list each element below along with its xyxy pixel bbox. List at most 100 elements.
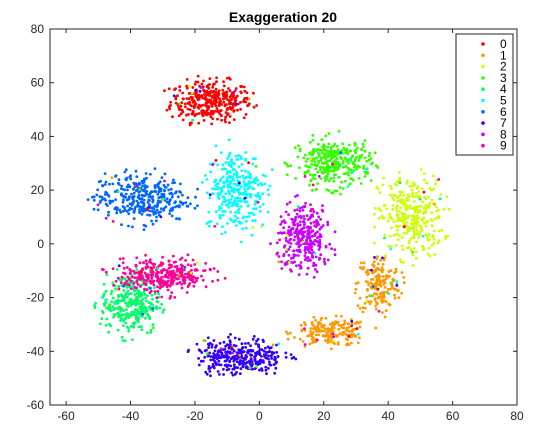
point-9 — [145, 262, 149, 266]
point-9 — [176, 282, 180, 285]
point-9 — [125, 266, 129, 269]
point-8 — [309, 239, 313, 243]
point-8 — [297, 273, 301, 276]
point-outlier — [437, 178, 441, 181]
point-0 — [209, 115, 213, 119]
point-4 — [107, 330, 111, 334]
point-1 — [310, 334, 313, 338]
point-2 — [413, 247, 416, 250]
point-6 — [151, 190, 154, 194]
point-0 — [194, 80, 198, 84]
point-8 — [309, 226, 312, 230]
point-1 — [317, 333, 321, 337]
point-7 — [232, 355, 236, 358]
point-1 — [340, 326, 343, 329]
point-7 — [210, 343, 214, 346]
point-1 — [326, 338, 330, 341]
point-4 — [114, 287, 117, 291]
point-5 — [249, 176, 253, 180]
point-5 — [246, 175, 250, 179]
point-5 — [261, 192, 264, 196]
point-5 — [233, 214, 237, 218]
point-7 — [253, 355, 256, 359]
point-6 — [125, 185, 129, 189]
point-9 — [175, 265, 179, 268]
point-0 — [224, 111, 228, 114]
point-1 — [375, 257, 379, 261]
point-7 — [217, 359, 221, 363]
point-7 — [227, 345, 231, 349]
point-1 — [372, 260, 376, 264]
point-1 — [374, 297, 377, 300]
point-8 — [312, 261, 316, 265]
point-9 — [122, 271, 125, 275]
point-6 — [142, 177, 146, 181]
point-4 — [122, 319, 126, 322]
point-8 — [287, 248, 291, 251]
point-2 — [399, 206, 403, 210]
point-6 — [186, 196, 190, 200]
point-5 — [258, 195, 262, 198]
point-5 — [247, 186, 251, 190]
point-3 — [321, 145, 324, 149]
point-0 — [228, 89, 232, 93]
point-1 — [372, 271, 375, 274]
point-1 — [298, 337, 302, 341]
point-6 — [160, 207, 163, 211]
point-0 — [242, 85, 246, 89]
point-6 — [117, 178, 121, 182]
point-8 — [318, 227, 322, 231]
point-4 — [158, 306, 162, 310]
point-9 — [193, 269, 197, 272]
point-6 — [104, 193, 107, 196]
point-4 — [121, 339, 125, 342]
point-9 — [191, 280, 195, 283]
point-3 — [319, 166, 323, 169]
point-7 — [256, 360, 260, 364]
point-2 — [373, 225, 376, 229]
point-5 — [227, 206, 231, 209]
point-3 — [320, 148, 324, 152]
y-tick-label: 40 — [31, 129, 45, 143]
point-6 — [125, 209, 129, 213]
point-3 — [306, 157, 309, 161]
point-8 — [306, 234, 310, 237]
point-3 — [366, 170, 369, 174]
point-7 — [234, 344, 238, 348]
point-5 — [230, 158, 234, 161]
point-5 — [226, 183, 230, 187]
point-4 — [140, 328, 144, 331]
point-6 — [170, 214, 174, 218]
point-2 — [422, 172, 426, 175]
point-6 — [166, 183, 170, 187]
point-1 — [336, 342, 340, 346]
point-1 — [397, 289, 400, 292]
point-9 — [167, 259, 171, 263]
point-8 — [305, 246, 309, 249]
point-outlier — [256, 200, 260, 204]
point-0 — [232, 118, 236, 121]
point-4 — [131, 338, 134, 341]
point-0 — [209, 100, 212, 103]
point-3 — [335, 157, 339, 161]
point-2 — [396, 199, 400, 203]
point-1 — [322, 326, 325, 329]
point-3 — [332, 176, 336, 180]
point-1 — [384, 309, 388, 313]
point-5 — [216, 187, 220, 191]
point-8 — [305, 214, 309, 218]
point-9 — [169, 264, 173, 268]
point-5 — [222, 184, 226, 188]
point-9 — [187, 275, 190, 278]
point-1 — [354, 322, 357, 325]
point-4 — [146, 331, 149, 335]
point-3 — [312, 157, 316, 161]
point-3 — [314, 187, 318, 191]
point-0 — [191, 86, 195, 89]
point-9 — [178, 271, 182, 275]
point-0 — [206, 111, 210, 115]
point-4 — [94, 301, 97, 305]
point-5 — [232, 172, 236, 176]
point-5 — [244, 169, 247, 173]
